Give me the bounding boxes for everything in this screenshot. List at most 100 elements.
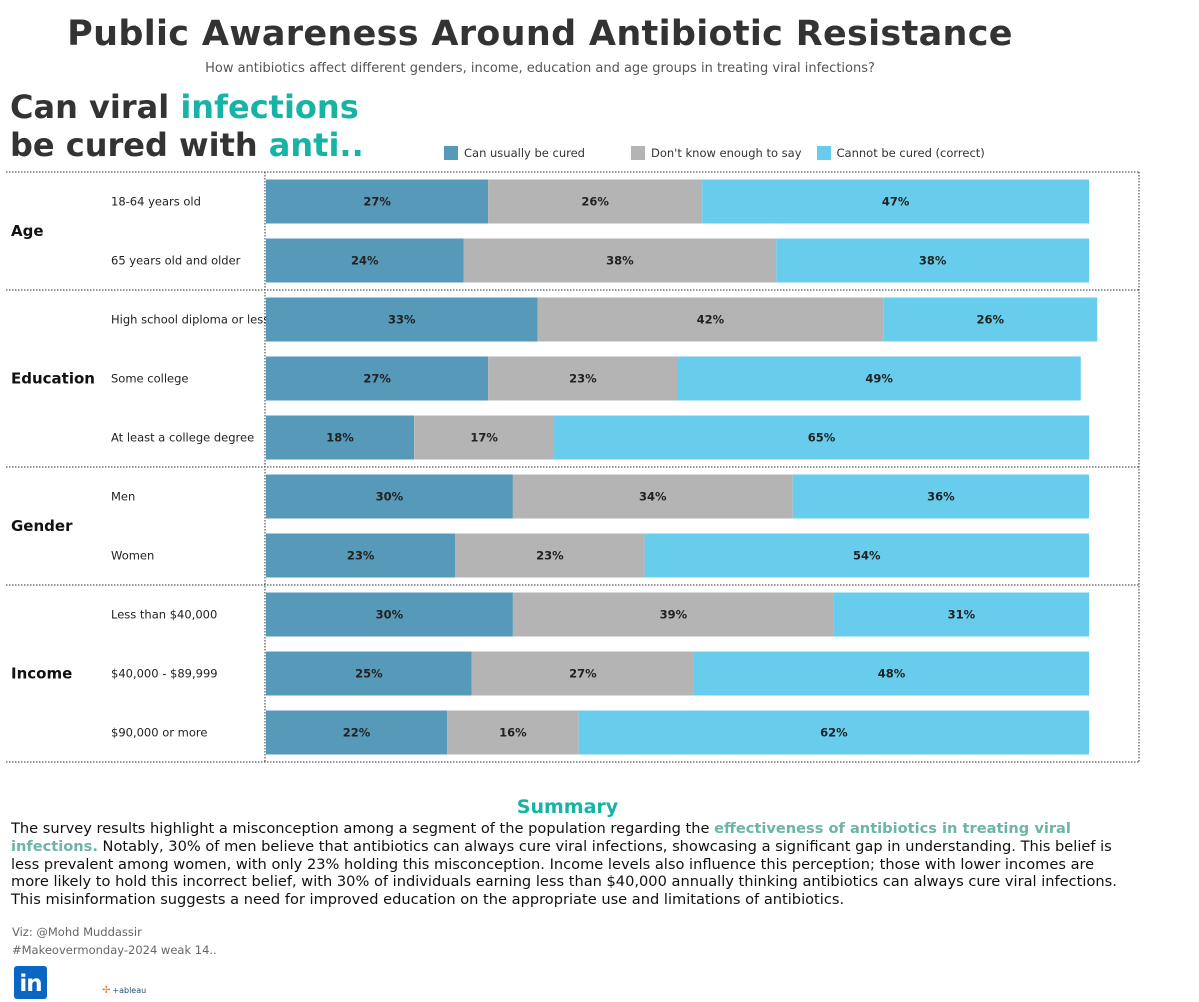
data-label: 38% xyxy=(606,254,634,268)
bar-segment[interactable] xyxy=(471,651,694,696)
row-label: Less than $40,000 xyxy=(111,608,217,622)
bar-segment[interactable] xyxy=(266,238,464,283)
bar-segment[interactable] xyxy=(512,474,793,519)
bar-segment[interactable] xyxy=(455,533,645,578)
data-label: 65% xyxy=(808,431,836,445)
legend-swatch-dont-know xyxy=(630,146,645,160)
data-label: 49% xyxy=(865,372,893,386)
page-title: Public Awareness Around Antibiotic Resis… xyxy=(67,14,1013,54)
data-label: 27% xyxy=(363,372,391,386)
group-label-education: Education xyxy=(11,370,95,388)
legend-swatch-cured xyxy=(444,146,458,160)
legend-label-cannot: Cannot be cured (correct) xyxy=(836,146,985,160)
data-label: 17% xyxy=(470,431,498,445)
data-label: 18% xyxy=(326,431,354,445)
bar-segment[interactable] xyxy=(512,592,834,637)
row-label: Women xyxy=(111,549,154,563)
question-part1: Can viral xyxy=(10,88,181,126)
legend-label-dont-know: Don't know enough to say xyxy=(650,146,802,160)
bar-segment[interactable] xyxy=(463,238,777,283)
bar-segment[interactable] xyxy=(266,533,456,578)
bar-segment[interactable] xyxy=(776,238,1089,283)
legend-item-dont-know[interactable]: Don't know enough to say xyxy=(630,146,802,160)
data-label: 22% xyxy=(343,726,371,740)
data-label: 62% xyxy=(820,726,848,740)
bar-segment[interactable] xyxy=(883,297,1098,342)
bar-segment[interactable] xyxy=(578,710,1089,755)
summary-highlight: effectiveness of antibiotics in treating… xyxy=(11,820,1071,855)
linkedin-icon[interactable]: in xyxy=(14,966,47,999)
data-label: 54% xyxy=(853,549,881,563)
bar-segment[interactable] xyxy=(266,710,448,755)
data-label: 34% xyxy=(639,490,667,504)
bar-segment[interactable] xyxy=(554,415,1089,460)
summary-title: Summary xyxy=(516,796,619,818)
data-label: 33% xyxy=(388,313,416,327)
tableau-logo: ✢ +ableau xyxy=(102,985,146,996)
data-label: 23% xyxy=(536,549,564,563)
bar-segment[interactable] xyxy=(833,592,1089,637)
group-label-income: Income xyxy=(11,665,72,683)
bar-segment[interactable] xyxy=(266,356,489,401)
bar-segment[interactable] xyxy=(266,474,513,519)
question-highlight-1: infections xyxy=(180,88,359,126)
row-label: Men xyxy=(111,490,135,504)
question-highlight-2: anti.. xyxy=(268,126,364,164)
bar-segment[interactable] xyxy=(414,415,555,460)
bar-segment[interactable] xyxy=(266,651,472,696)
row-label: Some college xyxy=(111,372,188,386)
data-label: 47% xyxy=(882,195,910,209)
data-label: 38% xyxy=(919,254,947,268)
summary-text: The survey results highlight a misconcep… xyxy=(11,820,1131,909)
legend-item-cured[interactable]: Can usually be cured xyxy=(444,146,585,160)
stacked-bar-chart: Age 18-64 years old 27% 26% 47% 65 years old … xyxy=(6,171,1140,763)
row-label: 18-64 years old xyxy=(111,195,201,209)
data-label: 36% xyxy=(927,490,955,504)
bar-segment[interactable] xyxy=(488,179,703,224)
bar-segment[interactable] xyxy=(677,356,1081,401)
data-label: 26% xyxy=(581,195,609,209)
hashtag-credit: #Makeovermonday-2024 weak 14.. xyxy=(12,943,217,957)
question-heading: Can viral infections be cured with anti.… xyxy=(10,88,364,164)
data-label: 27% xyxy=(363,195,391,209)
bar-segment[interactable] xyxy=(266,179,489,224)
data-label: 30% xyxy=(376,490,404,504)
data-label: 24% xyxy=(351,254,379,268)
data-label: 31% xyxy=(948,608,976,622)
author-credit: Viz: @Mohd Muddassir xyxy=(12,925,142,939)
row-label: At least a college degree xyxy=(111,431,254,445)
data-label: 25% xyxy=(355,667,383,681)
group-label-gender: Gender xyxy=(11,517,73,535)
question-part2: be cured with xyxy=(10,126,269,164)
summary-text-before: The survey results highlight a misconcep… xyxy=(11,820,715,837)
data-label: 16% xyxy=(499,726,527,740)
bar-segment[interactable] xyxy=(693,651,1089,696)
legend-swatch-cannot xyxy=(816,146,831,160)
data-label: 26% xyxy=(976,313,1004,327)
bar-segment[interactable] xyxy=(537,297,884,342)
summary-text-after: Notably, 30% of men believe that antibio… xyxy=(11,837,1117,909)
bar-segment[interactable] xyxy=(488,356,678,401)
row-label: $90,000 or more xyxy=(111,726,207,740)
tableau-cross-icon: ✢ xyxy=(102,985,111,996)
page-subtitle: How antibiotics affect different genders… xyxy=(205,61,875,76)
bar-segment[interactable] xyxy=(266,415,415,460)
bar-segment[interactable] xyxy=(266,297,538,342)
data-label: 30% xyxy=(376,608,404,622)
data-label: 39% xyxy=(660,608,688,622)
row-label: High school diploma or less xyxy=(111,313,269,327)
row-label: 65 years old and older xyxy=(111,254,241,268)
legend-item-cannot[interactable]: Cannot be cured (correct) xyxy=(816,146,985,160)
bar-segment[interactable] xyxy=(644,533,1089,578)
chart-legend: Can usually be cured Don't know enough t… xyxy=(444,146,1031,160)
bar-segment[interactable] xyxy=(447,710,579,755)
data-label: 48% xyxy=(878,667,906,681)
bar-segment[interactable] xyxy=(702,179,1089,224)
data-label: 23% xyxy=(569,372,597,386)
bar-segment[interactable] xyxy=(792,474,1089,519)
data-label: 27% xyxy=(569,667,597,681)
data-label: 42% xyxy=(697,313,725,327)
group-label-age: Age xyxy=(11,222,44,240)
bar-segment[interactable] xyxy=(266,592,513,637)
tableau-wordmark: +ableau xyxy=(112,986,147,995)
